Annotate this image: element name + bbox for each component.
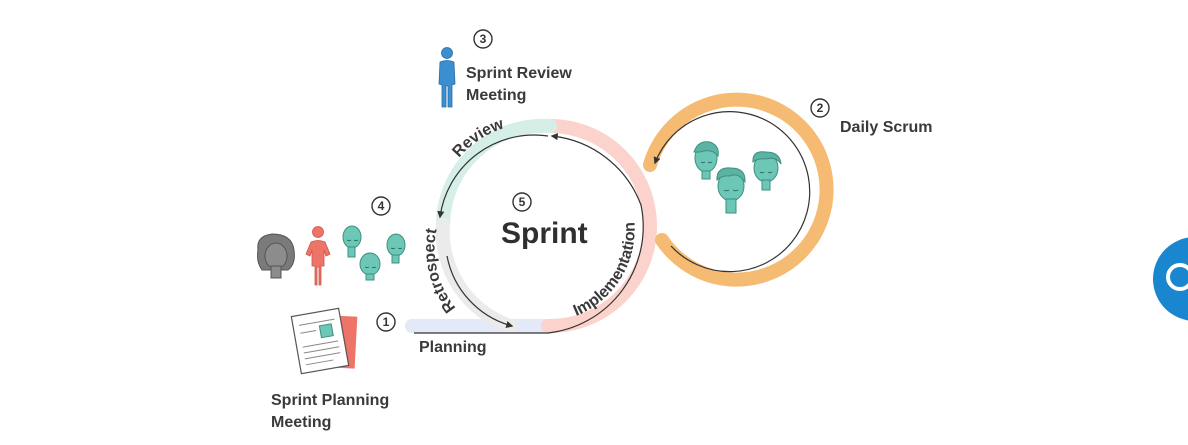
step-badge-4: 4 [371, 196, 391, 216]
review-flow-line [437, 134, 549, 219]
step-badge-5: 5 [512, 192, 532, 212]
step-badge-3: 3 [473, 29, 493, 49]
svg-text:2: 2 [817, 101, 824, 115]
step-badge-1: 1 [376, 312, 396, 332]
sprint-planning-meeting-label-line1: Sprint Planning [271, 392, 389, 409]
sprint-title: Sprint [501, 217, 588, 250]
daily-scrum-track [643, 92, 834, 287]
red-person-icon [305, 226, 331, 286]
scrum-head-left [693, 141, 719, 180]
team-heads-icon [693, 141, 782, 214]
scrum-head-center [716, 167, 746, 214]
svg-text:5: 5 [519, 195, 526, 209]
daily-scrum-flow-line [653, 111, 811, 273]
help-chat-icon [1166, 263, 1188, 291]
svg-text:4: 4 [378, 199, 385, 213]
planning-flow-line [414, 133, 644, 334]
review-track [436, 118, 557, 232]
sprint-planning-document-icon [290, 307, 358, 375]
implementation-track [541, 119, 657, 334]
sprint-review-meeting-label-line2: Meeting [466, 87, 526, 104]
sprint-planning-meeting-label-line2: Meeting [271, 414, 331, 431]
svg-text:1: 1 [383, 315, 390, 329]
svg-text:3: 3 [480, 32, 487, 46]
retro-teal-heads [342, 225, 406, 281]
daily-scrum-label: Daily Scrum [840, 119, 932, 136]
sprint-review-meeting-label-line1: Sprint Review [466, 65, 572, 82]
flow-arrows [414, 133, 644, 334]
blue-person-icon [438, 47, 456, 108]
step-badge-2: 2 [810, 98, 830, 118]
scrum-head-right [752, 151, 782, 191]
daily-scrum-loop [643, 92, 834, 287]
planning-label: Planning [419, 339, 487, 356]
retrospective-team-icon [257, 225, 406, 286]
gray-head-icon [257, 233, 295, 279]
retrospect-flow-line [446, 255, 514, 328]
